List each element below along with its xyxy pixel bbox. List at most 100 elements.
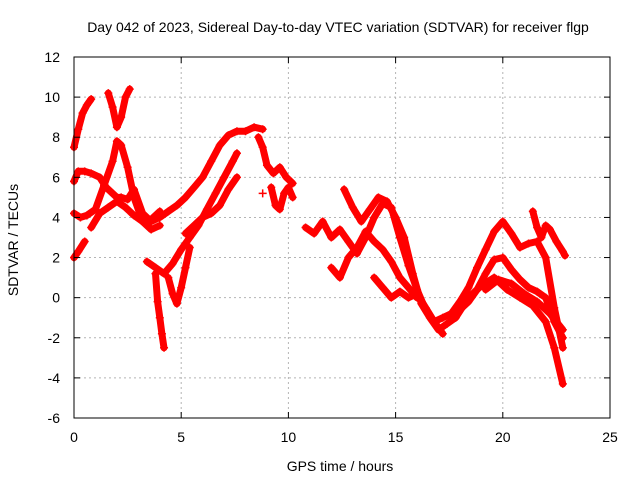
data-point: [552, 237, 561, 246]
data-point: [391, 213, 400, 222]
data-point: [550, 343, 559, 352]
data-point: [87, 223, 96, 232]
series-band: [70, 95, 95, 151]
data-point: [138, 217, 147, 226]
data-point: [335, 225, 344, 234]
series-s7: [142, 149, 241, 278]
y-tick-label: 6: [52, 169, 60, 185]
data-point: [498, 253, 507, 262]
series-s21: [481, 275, 567, 334]
data-point: [395, 273, 404, 282]
data-point: [348, 203, 357, 212]
data-point: [172, 299, 181, 308]
data-point: [147, 225, 156, 234]
data-point: [224, 131, 233, 140]
data-point: [100, 181, 109, 190]
data-point: [155, 313, 164, 322]
data-point: [155, 207, 164, 216]
data-point: [207, 209, 216, 218]
data-point: [404, 293, 413, 302]
data-point: [117, 113, 126, 122]
data-point: [207, 157, 216, 166]
series-s11: [254, 133, 297, 188]
data-point: [215, 141, 224, 150]
y-tick-label: 8: [52, 129, 60, 145]
data-point: [443, 319, 452, 328]
series-s4: [104, 85, 134, 132]
data-point: [370, 273, 379, 282]
data-point: [164, 207, 173, 216]
data-point: [168, 259, 177, 268]
data-point: [473, 263, 482, 272]
data-point: [378, 283, 387, 292]
series-band: [452, 274, 567, 388]
data-point: [353, 243, 362, 252]
data-point: [108, 189, 117, 198]
data-point: [112, 137, 121, 146]
data-point: [160, 343, 169, 352]
data-point: [211, 189, 220, 198]
series-band: [254, 133, 297, 187]
data-point: [267, 183, 276, 192]
series-s13: [301, 199, 464, 326]
data-point: [541, 317, 550, 326]
data-point: [185, 243, 194, 252]
y-tick-label: -6: [48, 410, 61, 426]
data-point: [545, 309, 554, 318]
y-tick-label: -2: [48, 330, 61, 346]
y-tick-label: 10: [44, 89, 60, 105]
x-tick-label: 15: [388, 429, 404, 445]
series-band: [143, 149, 241, 278]
data-point: [533, 287, 542, 296]
data-point: [112, 197, 121, 206]
chart-title: Day 042 of 2023, Sidereal Day-to-day VTE…: [87, 19, 589, 35]
x-tick-label: 25: [602, 429, 618, 445]
data-point: [142, 257, 151, 266]
data-point: [344, 253, 353, 262]
data-point: [160, 269, 169, 278]
data-point: [181, 193, 190, 202]
data-point: [232, 149, 241, 158]
data-point: [164, 273, 173, 282]
data-point: [153, 297, 162, 306]
y-tick-label: -4: [48, 370, 61, 386]
series-s16: [370, 273, 447, 338]
data-point: [494, 275, 503, 284]
data-point: [147, 215, 156, 224]
data-point: [507, 265, 516, 274]
data-point: [190, 183, 199, 192]
data-point: [258, 189, 267, 198]
data-point: [383, 197, 392, 206]
data-point: [507, 229, 516, 238]
data-point: [288, 179, 297, 188]
series-band: [152, 270, 168, 352]
data-point: [451, 313, 460, 322]
data-point: [258, 143, 267, 152]
series-s12: [267, 183, 297, 214]
data-point: [515, 293, 524, 302]
data-point: [533, 237, 542, 246]
data-point: [224, 185, 233, 194]
x-tick-label: 10: [281, 429, 297, 445]
data-point: [408, 269, 417, 278]
data-point: [91, 205, 100, 214]
data-point: [82, 211, 91, 220]
data-point: [327, 263, 336, 272]
data-point: [151, 269, 160, 278]
data-point: [520, 289, 529, 298]
data-point: [387, 257, 396, 266]
data-point: [177, 245, 186, 254]
data-point: [413, 289, 422, 298]
data-point: [400, 233, 409, 242]
data-point: [537, 233, 546, 242]
data-point: [404, 283, 413, 292]
data-point: [82, 101, 91, 110]
plot-frame: [73, 56, 611, 419]
axis-tick-labels: 0 5 10 15 20 25 -6 -4 -2 0 2 4 6 8 10 12: [44, 49, 618, 445]
data-point: [477, 281, 486, 290]
y-axis-title: SDTVAR / TECUs: [5, 184, 21, 296]
data-point: [545, 225, 554, 234]
data-point: [558, 247, 567, 256]
data-point: [104, 89, 113, 98]
data-point: [464, 283, 473, 292]
